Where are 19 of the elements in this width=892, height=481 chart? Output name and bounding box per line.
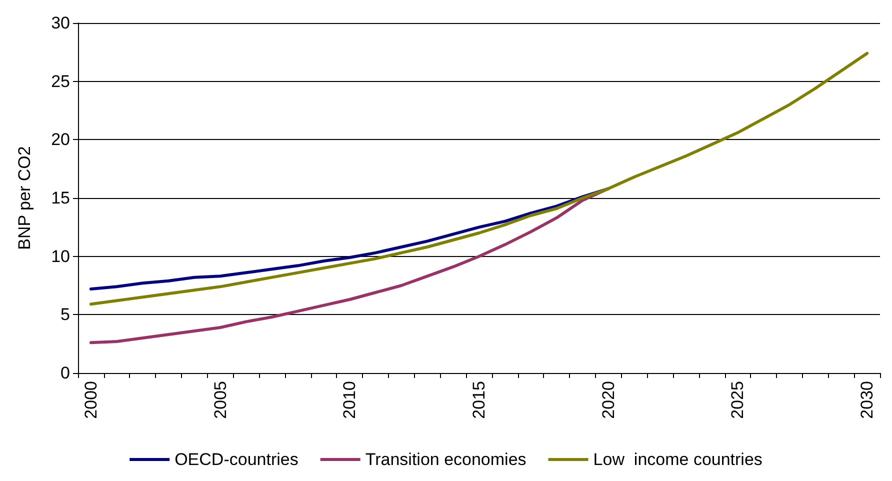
x-tick-label: 2010 <box>340 381 360 419</box>
legend-label: Transition economies <box>365 450 526 469</box>
legend-label: OECD-countries <box>174 450 298 469</box>
line-series <box>89 52 869 306</box>
x-tick-label: 2030 <box>858 381 877 419</box>
y-tick-label: 5 <box>60 305 70 324</box>
y-tick-label: 25 <box>51 72 70 91</box>
x-tick-label: 2000 <box>81 381 100 419</box>
x-tick-label: 2005 <box>210 381 230 419</box>
legend-label: Low income countries <box>593 450 762 469</box>
y-tick-label: 30 <box>51 14 70 32</box>
y-tick-label: 0 <box>60 364 70 382</box>
y-tick-label: 15 <box>51 188 70 208</box>
x-tick-label: 2025 <box>728 381 748 419</box>
y-tick-label: 10 <box>51 246 70 266</box>
x-tick-label: 2015 <box>470 381 488 419</box>
y-tick-label: 20 <box>51 130 70 150</box>
x-tick-label: 2020 <box>598 381 618 419</box>
y-axis-title: BNP per CO2 <box>15 146 34 250</box>
